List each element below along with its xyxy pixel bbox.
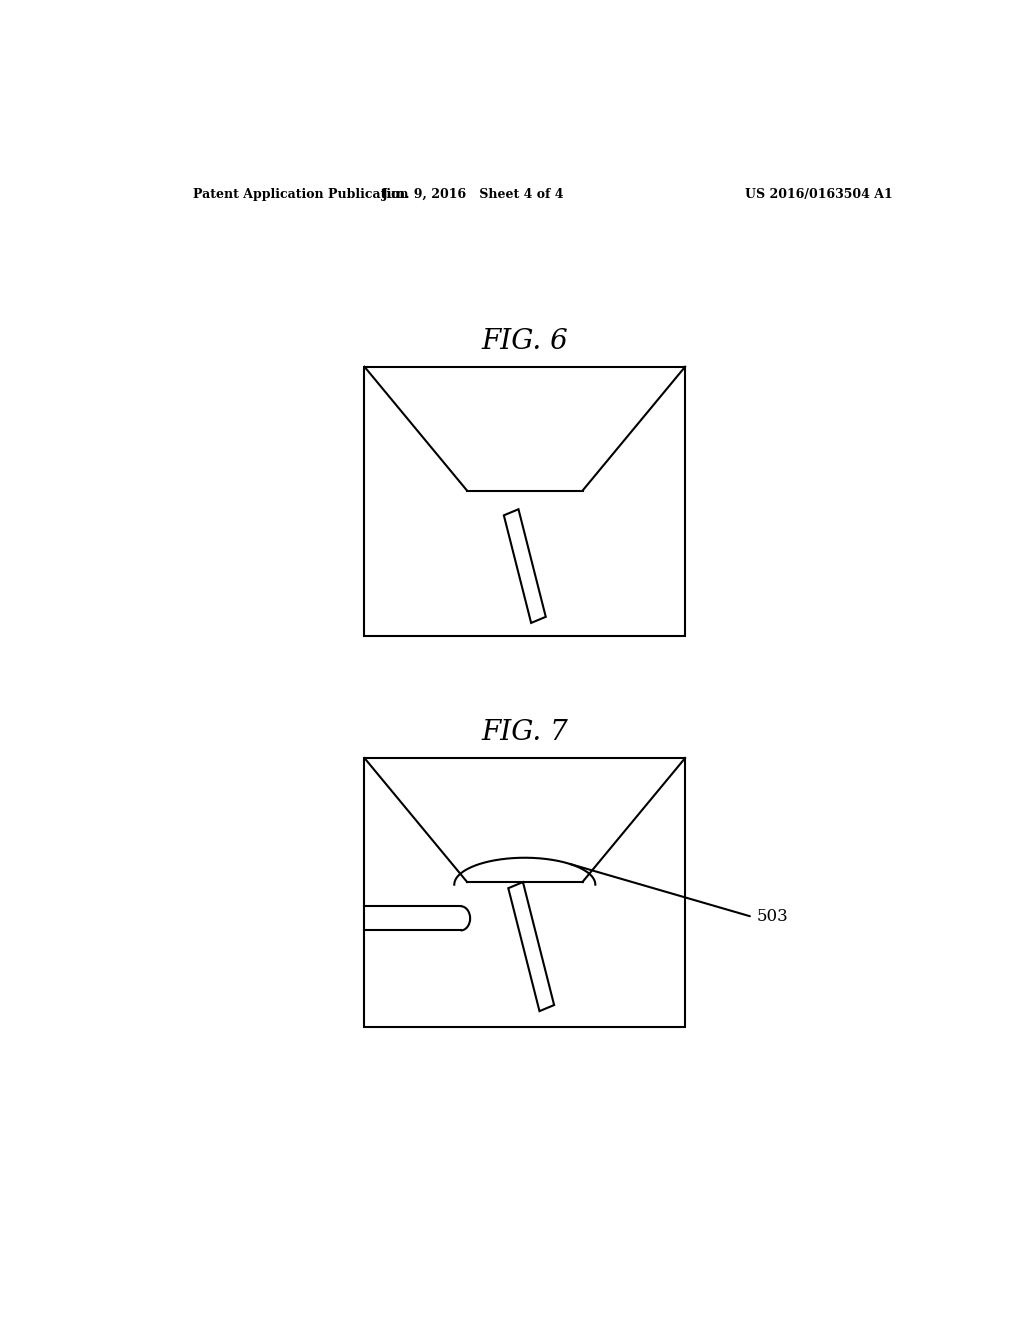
Text: Patent Application Publication: Patent Application Publication — [194, 189, 409, 202]
Text: US 2016/0163504 A1: US 2016/0163504 A1 — [744, 189, 892, 202]
Text: 503: 503 — [757, 908, 788, 925]
Polygon shape — [504, 510, 546, 623]
Text: Jun. 9, 2016   Sheet 4 of 4: Jun. 9, 2016 Sheet 4 of 4 — [382, 189, 564, 202]
Polygon shape — [508, 882, 554, 1011]
Text: FIG. 6: FIG. 6 — [481, 327, 568, 355]
Text: FIG. 7: FIG. 7 — [481, 719, 568, 746]
Bar — [365, 367, 685, 636]
Bar — [365, 758, 685, 1027]
